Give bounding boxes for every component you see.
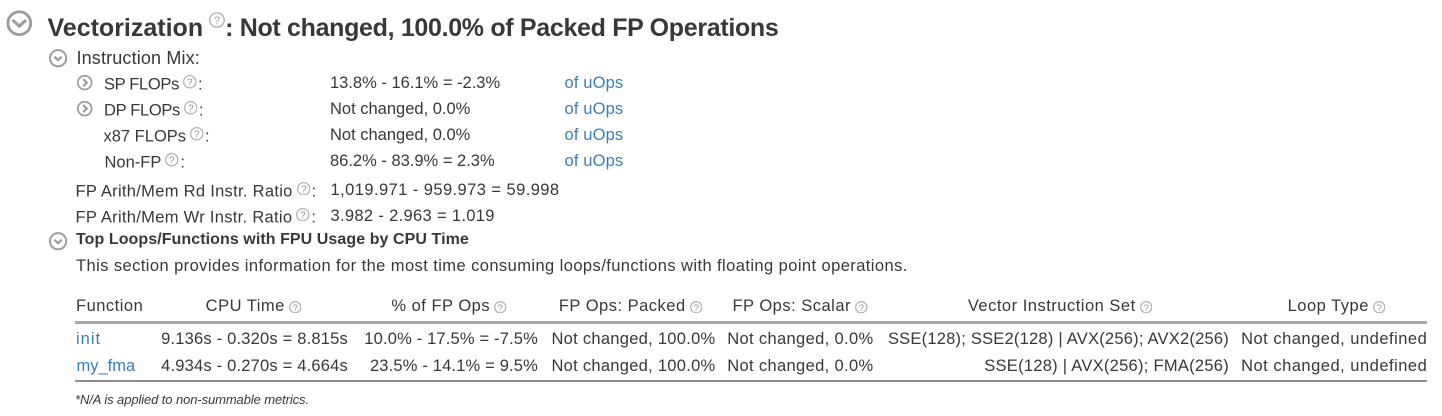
svg-text:?: ? bbox=[187, 78, 193, 89]
svg-text:?: ? bbox=[188, 104, 194, 115]
svg-text:?: ? bbox=[214, 15, 220, 27]
svg-text:?: ? bbox=[1143, 302, 1148, 313]
svg-text:?: ? bbox=[498, 302, 503, 313]
svg-text:?: ? bbox=[292, 302, 297, 313]
svg-text:?: ? bbox=[1376, 302, 1381, 313]
svg-text:?: ? bbox=[301, 184, 307, 195]
svg-text:?: ? bbox=[194, 130, 200, 141]
svg-text:?: ? bbox=[300, 210, 306, 221]
svg-text:?: ? bbox=[693, 302, 698, 313]
svg-text:?: ? bbox=[169, 156, 175, 167]
svg-text:?: ? bbox=[859, 302, 864, 313]
